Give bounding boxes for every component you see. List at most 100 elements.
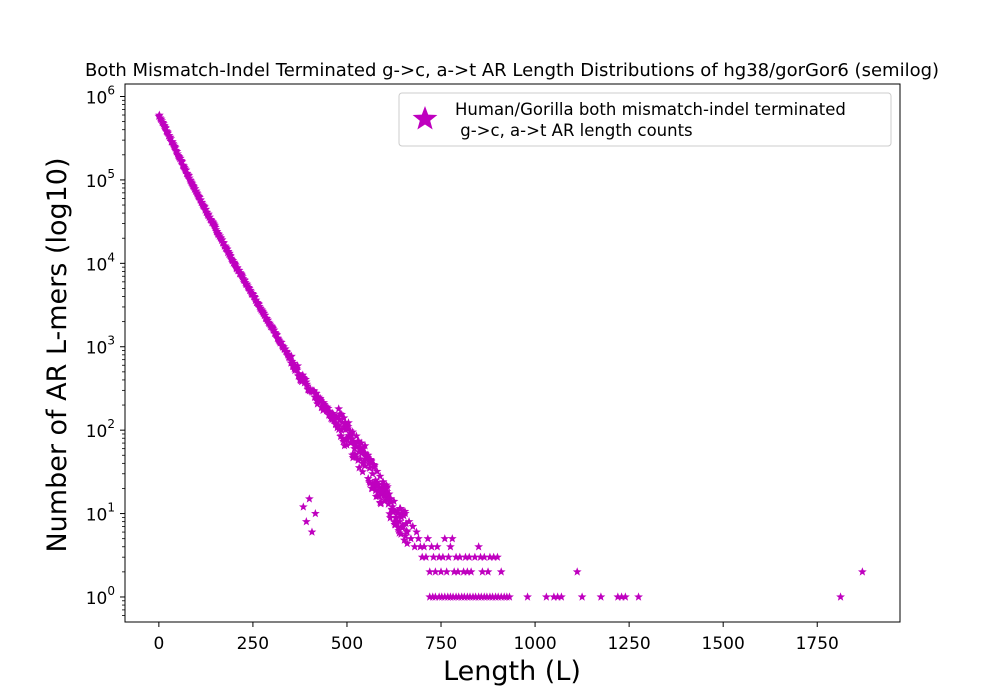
data-point xyxy=(349,436,358,446)
data-point xyxy=(461,552,470,561)
data-point xyxy=(363,474,373,483)
data-point xyxy=(444,552,453,561)
data-point xyxy=(440,534,450,543)
data-point xyxy=(350,439,360,449)
x-axis: 0 250 500 750 1000 1250 1500 1750 xyxy=(153,622,839,654)
x-tick-label: 1500 xyxy=(702,634,745,654)
data-point xyxy=(431,592,440,601)
data-point xyxy=(404,517,414,526)
plot-area xyxy=(124,83,901,623)
data-point xyxy=(365,463,374,472)
data-point xyxy=(493,552,502,561)
data-point xyxy=(356,438,366,447)
data-point xyxy=(375,471,385,480)
data-point xyxy=(343,422,353,431)
data-point xyxy=(393,508,403,518)
data-point xyxy=(310,508,320,518)
data-point xyxy=(431,567,440,576)
data-point xyxy=(470,552,480,561)
y-tick-label: 105 xyxy=(86,167,115,192)
data-point xyxy=(385,513,395,522)
data-point xyxy=(307,527,317,536)
data-point xyxy=(596,592,606,601)
data-point xyxy=(352,431,361,440)
data-point xyxy=(425,567,435,576)
data-point xyxy=(324,407,334,416)
x-tick-label: 1750 xyxy=(796,634,839,654)
data-point xyxy=(354,436,363,445)
data-point xyxy=(177,157,187,166)
data-point xyxy=(378,477,388,486)
data-point xyxy=(474,542,484,551)
data-point xyxy=(353,455,363,464)
data-point xyxy=(333,420,343,429)
data-point xyxy=(360,441,370,450)
data-point xyxy=(383,482,392,491)
data-point xyxy=(329,410,339,420)
data-point xyxy=(634,592,643,601)
data-point xyxy=(496,567,506,576)
data-point xyxy=(447,534,457,543)
data-point xyxy=(354,463,364,472)
data-point xyxy=(355,454,365,463)
data-point xyxy=(483,567,493,576)
data-point xyxy=(557,592,566,601)
data-point xyxy=(401,531,410,540)
y-tick-label: 103 xyxy=(86,334,115,359)
data-point xyxy=(368,479,378,488)
data-point xyxy=(352,442,362,451)
data-point xyxy=(386,497,396,506)
data-point xyxy=(310,392,320,401)
data-point xyxy=(369,460,379,469)
data-point xyxy=(358,458,368,468)
data-point xyxy=(309,386,319,395)
y-tick-label: 102 xyxy=(86,417,115,442)
data-point xyxy=(393,523,403,532)
data-point xyxy=(446,542,455,551)
legend-star-icon xyxy=(412,106,438,130)
data-point xyxy=(163,128,173,137)
data-point xyxy=(332,413,341,422)
data-point xyxy=(397,512,406,522)
data-point xyxy=(613,592,623,601)
data-point xyxy=(489,552,499,561)
data-point xyxy=(432,542,442,551)
data-point xyxy=(295,370,304,380)
data-point xyxy=(438,552,448,561)
data-point xyxy=(234,266,244,275)
data-point xyxy=(396,529,406,538)
y-tick-label: 100 xyxy=(86,584,115,609)
data-point xyxy=(344,418,353,427)
data-point xyxy=(442,567,452,576)
data-point xyxy=(372,466,382,476)
data-point xyxy=(232,263,242,272)
data-point xyxy=(371,475,380,485)
data-point xyxy=(302,381,312,390)
x-tick-label: 1000 xyxy=(513,634,556,654)
data-point xyxy=(335,414,344,424)
data-point xyxy=(311,389,321,398)
data-point xyxy=(455,552,465,561)
data-point xyxy=(410,542,420,551)
data-point xyxy=(323,403,333,413)
y-tick-label: 101 xyxy=(86,501,115,526)
data-point xyxy=(200,202,209,211)
data-point xyxy=(380,491,389,501)
data-point xyxy=(427,542,436,551)
data-point xyxy=(346,438,356,447)
data-point xyxy=(337,409,347,419)
y-axis: 100 101 102 103 104 105 106 xyxy=(86,84,125,616)
data-point xyxy=(316,396,326,405)
data-point xyxy=(339,413,349,422)
data-point xyxy=(287,351,296,360)
data-point xyxy=(387,505,397,514)
data-point xyxy=(479,552,489,561)
data-point xyxy=(287,356,297,366)
data-point xyxy=(464,552,474,561)
data-point xyxy=(415,542,425,551)
data-point xyxy=(406,534,416,543)
data-point xyxy=(389,496,399,506)
data-point xyxy=(617,592,626,601)
data-point xyxy=(250,292,260,302)
data-point xyxy=(361,449,370,458)
